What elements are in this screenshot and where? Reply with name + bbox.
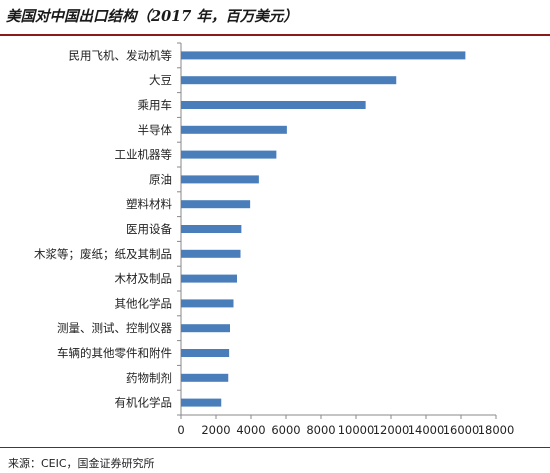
bar bbox=[181, 225, 242, 233]
title-divider bbox=[0, 34, 550, 36]
bar bbox=[181, 299, 234, 308]
bar bbox=[181, 125, 287, 134]
category-label: 半导体 bbox=[138, 123, 173, 137]
bar bbox=[181, 249, 241, 258]
bar bbox=[181, 274, 237, 283]
x-tick-label: 16000 bbox=[443, 423, 480, 437]
x-tick-label: 8000 bbox=[306, 423, 335, 437]
category-label: 其他化学品 bbox=[115, 296, 173, 310]
category-label: 工业机器等 bbox=[115, 148, 173, 162]
category-label: 木材及制品 bbox=[115, 272, 173, 286]
x-tick-label: 14000 bbox=[408, 423, 445, 437]
bar bbox=[181, 398, 222, 407]
category-label: 大豆 bbox=[149, 73, 172, 87]
x-tick-label: 18000 bbox=[478, 423, 515, 437]
category-label: 医用设备 bbox=[126, 222, 172, 236]
category-label: 药物制剂 bbox=[126, 371, 172, 385]
x-tick-label: 6000 bbox=[271, 423, 300, 437]
bar bbox=[181, 349, 230, 357]
bar bbox=[181, 175, 259, 184]
footer-divider bbox=[0, 447, 550, 448]
bar bbox=[181, 76, 397, 85]
bar bbox=[181, 324, 230, 333]
category-label: 车辆的其他零件和附件 bbox=[57, 346, 172, 360]
source-note: 来源：CEIC，国金证券研究所 bbox=[8, 457, 155, 470]
category-label: 乘用车 bbox=[138, 98, 173, 112]
category-label: 测量、测试、控制仪器 bbox=[57, 321, 172, 335]
bar bbox=[181, 373, 229, 382]
x-tick-label: 10000 bbox=[338, 423, 375, 437]
bar bbox=[181, 51, 466, 60]
x-tick-label: 0 bbox=[177, 423, 184, 437]
bar bbox=[181, 150, 277, 159]
x-tick-label: 4000 bbox=[236, 423, 265, 437]
category-label: 民用飞机、发动机等 bbox=[69, 48, 173, 62]
x-tick-label: 12000 bbox=[373, 423, 410, 437]
chart-title: 美国对中国出口结构（2017 年，百万美元） bbox=[6, 8, 298, 25]
category-label: 木浆等；废纸；纸及其制品 bbox=[34, 247, 172, 261]
category-label: 原油 bbox=[149, 172, 172, 186]
bar bbox=[181, 101, 366, 109]
category-label: 有机化学品 bbox=[115, 396, 173, 410]
x-tick-label: 2000 bbox=[201, 423, 230, 437]
bar bbox=[181, 200, 251, 209]
category-label: 塑料材料 bbox=[126, 197, 172, 211]
